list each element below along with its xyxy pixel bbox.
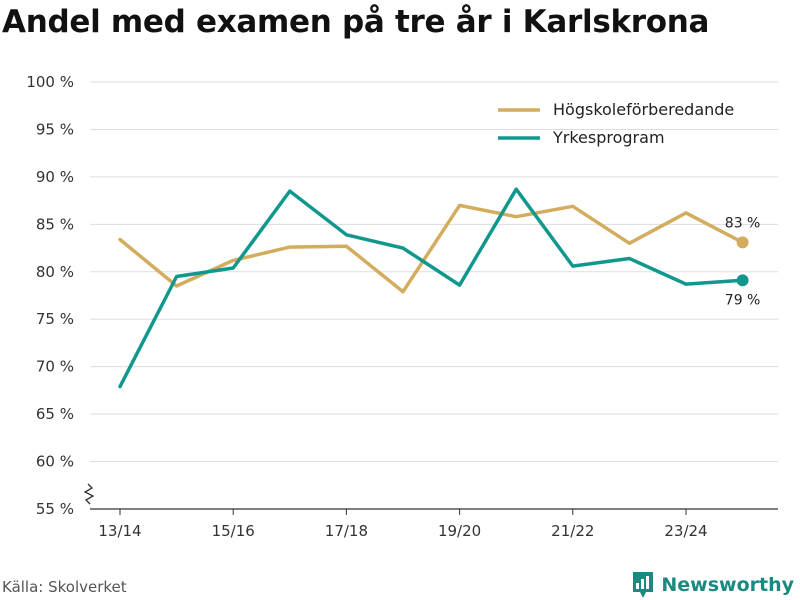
x-tick-label: 23/24 <box>664 522 707 540</box>
newsworthy-logo-icon <box>633 572 654 598</box>
y-tick-label: 95 % <box>36 120 74 138</box>
y-tick-label: 60 % <box>36 453 74 471</box>
end-value-label: 83 % <box>725 215 761 231</box>
x-tick-label: 13/14 <box>98 522 141 540</box>
x-tick-label: 15/16 <box>212 522 255 540</box>
series-end-marker <box>736 274 749 287</box>
brand-logo[interactable]: Newsworthy <box>631 570 794 600</box>
y-tick-label: 85 % <box>36 215 74 233</box>
y-tick-label: 80 % <box>36 263 74 281</box>
x-tick-label: 17/18 <box>325 522 368 540</box>
legend-label: Högskoleförberedande <box>553 100 734 119</box>
y-tick-label: 90 % <box>36 168 74 186</box>
y-tick-label: 75 % <box>36 310 74 328</box>
x-tick-label: 19/20 <box>438 522 481 540</box>
y-tick-label: 70 % <box>36 358 74 376</box>
series-end-marker <box>736 236 749 249</box>
chart-title: Andel med examen på tre år i Karlskrona <box>2 4 710 40</box>
brand-name: Newsworthy <box>661 574 794 596</box>
series-line-1 <box>118 187 745 389</box>
source-note: Källa: Skolverket <box>2 578 127 596</box>
y-tick-label: 55 % <box>36 500 74 518</box>
x-tick-label: 21/22 <box>551 522 594 540</box>
y-tick-label: 100 % <box>26 73 74 91</box>
line-chart: 55 % 60 % 65 % 70 % 75 % 80 % 85 % 90 % 95 % 100 … <box>26 73 778 540</box>
axis-break-mark <box>83 483 95 505</box>
end-value-label: 79 % <box>725 292 761 308</box>
legend-label: Yrkesprogram <box>552 128 665 147</box>
series-line-0 <box>118 203 745 294</box>
y-tick-label: 65 % <box>36 405 74 423</box>
